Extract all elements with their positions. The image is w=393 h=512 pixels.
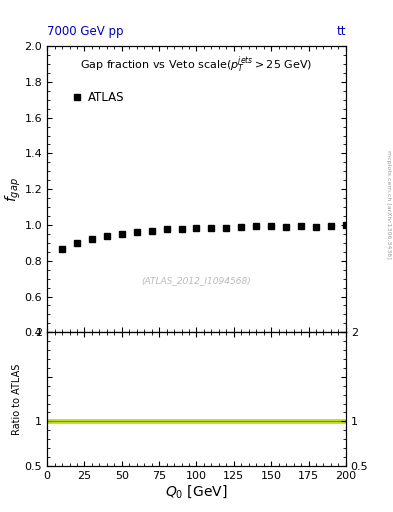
Text: Gap fraction vs Veto scale($p_T^{jets}>$25 GeV): Gap fraction vs Veto scale($p_T^{jets}>$… (81, 55, 312, 75)
Legend: ATLAS: ATLAS (68, 87, 129, 109)
Text: (ATLAS_2012_I1094568): (ATLAS_2012_I1094568) (141, 276, 252, 285)
Y-axis label: Ratio to ATLAS: Ratio to ATLAS (12, 364, 22, 435)
Text: 7000 GeV pp: 7000 GeV pp (47, 26, 124, 38)
Text: tt: tt (336, 26, 346, 38)
X-axis label: $Q_0$ [GeV]: $Q_0$ [GeV] (165, 483, 228, 500)
Text: mcplots.cern.ch [arXiv:1306.3436]: mcplots.cern.ch [arXiv:1306.3436] (386, 151, 391, 259)
Y-axis label: $f_{gap}$: $f_{gap}$ (4, 177, 23, 202)
